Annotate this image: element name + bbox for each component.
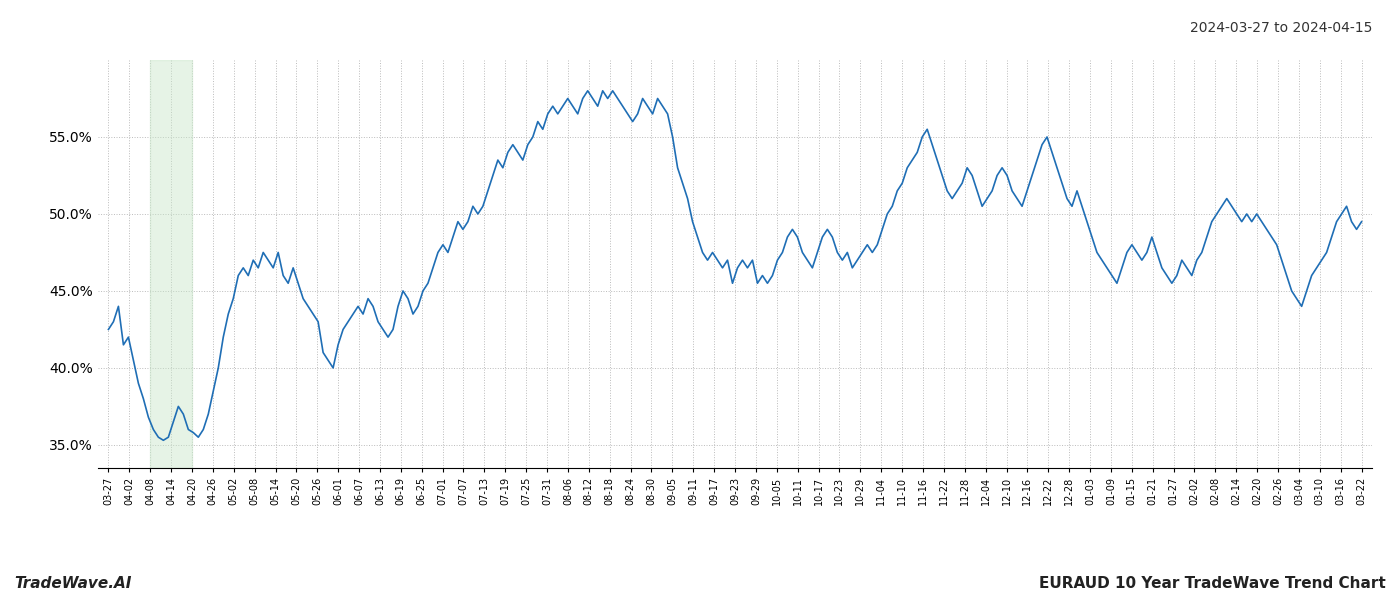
Bar [150, 60, 192, 468]
Text: TradeWave.AI: TradeWave.AI [14, 576, 132, 591]
Text: 2024-03-27 to 2024-04-15: 2024-03-27 to 2024-04-15 [1190, 21, 1372, 35]
Text: EURAUD 10 Year TradeWave Trend Chart: EURAUD 10 Year TradeWave Trend Chart [1039, 576, 1386, 591]
